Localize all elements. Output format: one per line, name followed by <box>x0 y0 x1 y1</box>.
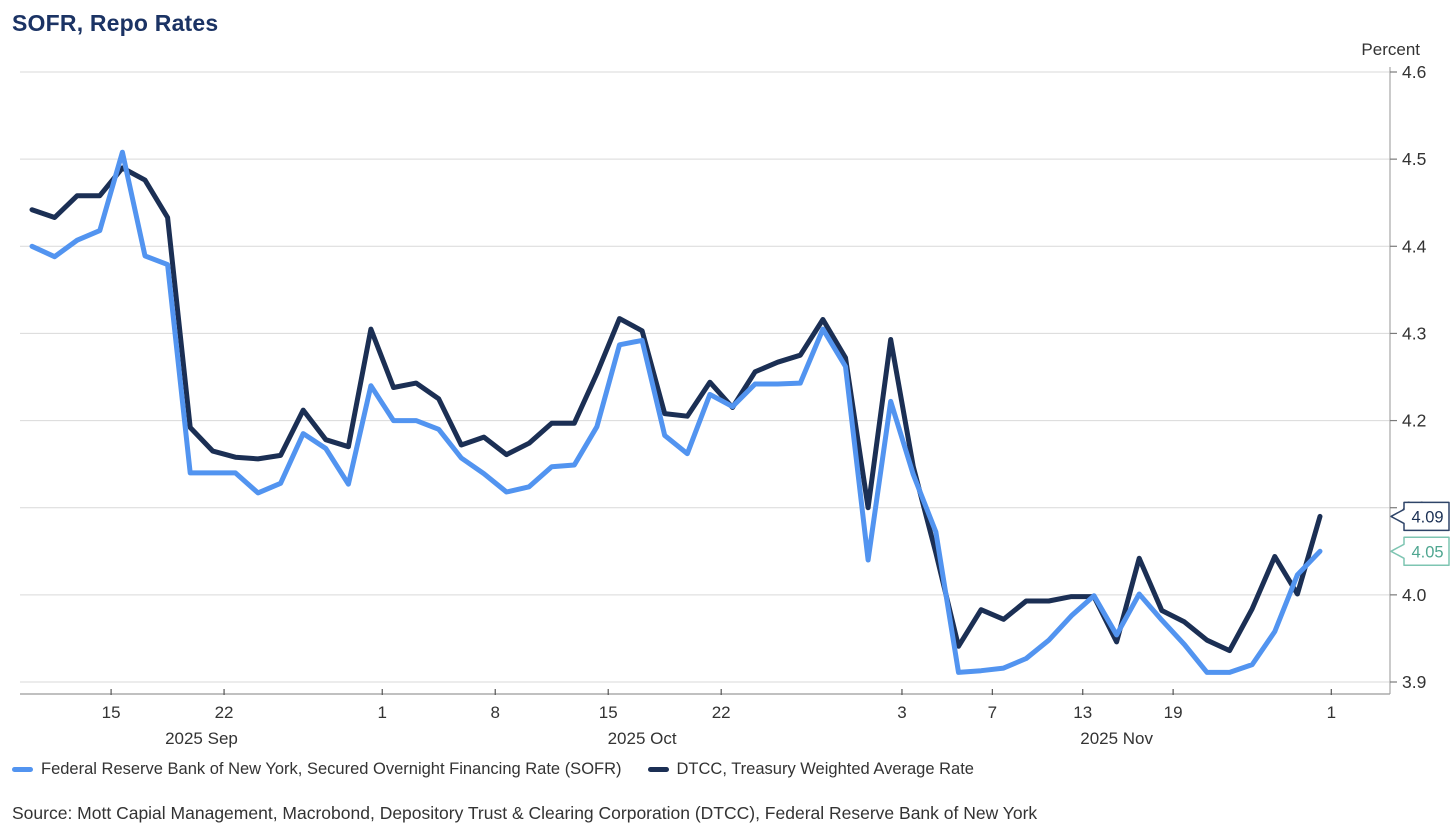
y-axis-tick-label: 4.6 <box>1402 62 1426 82</box>
x-axis-month-label: 2025 Sep <box>165 729 238 748</box>
page-title: SOFR, Repo Rates <box>12 10 219 36</box>
y-axis-tick-label: 4.0 <box>1402 585 1427 605</box>
x-axis-tick-label: 22 <box>215 703 234 722</box>
x-axis-tick-label: 3 <box>897 703 906 722</box>
y-axis-unit-label: Percent <box>1361 40 1420 59</box>
callout-value: 4.05 <box>1411 543 1443 561</box>
y-axis-tick-label: 4.2 <box>1402 411 1426 431</box>
x-axis-tick-label: 19 <box>1164 703 1183 722</box>
callout-value: 4.09 <box>1411 508 1443 526</box>
y-axis-tick-label: 4.3 <box>1402 323 1426 343</box>
legend-item-dtcc: DTCC, Treasury Weighted Average Rate <box>647 760 974 779</box>
legend-label-sofr: Federal Reserve Bank of New York, Secure… <box>41 760 622 778</box>
x-axis-tick-label: 13 <box>1073 703 1092 722</box>
x-axis-tick-label: 8 <box>490 703 499 722</box>
x-axis-tick-label: 1 <box>1327 703 1336 722</box>
series-line-sofr <box>29 149 1323 675</box>
y-axis: 4.64.54.44.34.24.14.03.9 <box>1389 62 1427 694</box>
legend-swatch-dtcc <box>647 767 669 772</box>
y-axis-tick-label: 3.9 <box>1402 672 1426 692</box>
callout-dtcc: 4.09 <box>1390 501 1450 532</box>
line-chart: 4.64.54.44.34.24.14.03.91522181522371319… <box>20 62 1450 748</box>
legend-swatch-sofr <box>12 767 33 772</box>
legend-label-dtcc: DTCC, Treasury Weighted Average Rate <box>676 760 974 778</box>
source-note: Source: Mott Capial Management, Macrobon… <box>12 803 1038 823</box>
legend-item-sofr: Federal Reserve Bank of New York, Secure… <box>12 760 622 779</box>
x-axis-tick-label: 7 <box>988 703 997 722</box>
x-axis-month-label: 2025 Nov <box>1080 729 1153 748</box>
callout-bubble <box>1390 501 1450 532</box>
callout-sofr: 4.05 <box>1390 536 1450 567</box>
x-axis-tick-label: 15 <box>599 703 618 722</box>
y-axis-tick-label: 4.5 <box>1402 149 1426 169</box>
x-axis-tick-label: 15 <box>102 703 121 722</box>
x-axis-tick-label: 1 <box>378 703 387 722</box>
series-line-dtcc <box>29 165 1323 654</box>
chart-legend: Federal Reserve Bank of New York, Secure… <box>12 760 974 779</box>
x-axis: 15 22 1 8 15 22 3 7 13 19 1 2025 Sep 2025 Oct 2025 No… <box>20 689 1390 748</box>
y-axis-tick-label: 4.4 <box>1402 236 1427 256</box>
x-axis-month-label: 2025 Oct <box>608 729 677 748</box>
gridlines <box>20 71 1390 683</box>
x-axis-tick-label: 22 <box>712 703 731 722</box>
callout-bubble <box>1390 536 1450 567</box>
